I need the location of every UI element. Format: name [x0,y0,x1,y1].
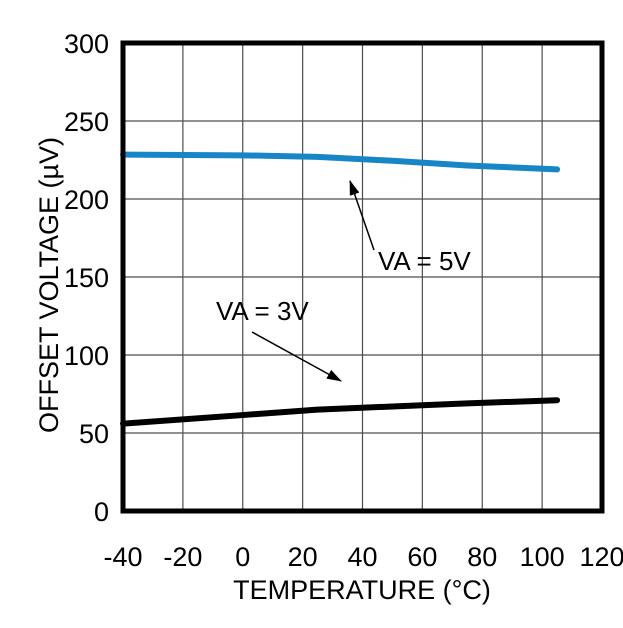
annotation-label: VA = 5V [378,246,471,276]
annotation-label: VA = 3V [216,296,309,326]
series-group [120,151,561,427]
y-axis-title: OFFSET VOLTAGE (µV) [34,137,64,433]
x-tick-label: 100 [520,542,565,572]
annotations-group: VA = 5V VA = 3V [216,180,471,382]
y-tick-label: 50 [79,419,109,449]
x-tick-label: -20 [163,542,202,572]
x-tick-label: 120 [579,542,623,572]
plot-frame [120,40,605,514]
y-tick-label: 300 [64,29,109,59]
series-line-2 [120,397,561,427]
y-tick-label: 150 [64,263,109,293]
frame-group [120,40,605,514]
gridlines-group [123,43,602,511]
x-tick-label: 60 [407,542,437,572]
x-axis-title: TEMPERATURE (°C) [233,575,491,605]
annotation-arrow [251,331,342,382]
annotation-arrow [349,180,375,251]
tick-labels-group: -40 -20 0 20 40 60 80 100 120 0 50 100 150 200 250 300 [64,29,623,572]
x-tick-label: 20 [288,542,318,572]
y-tick-label: 200 [64,185,109,215]
x-tick-label: -40 [103,542,142,572]
y-tick-label: 250 [64,107,109,137]
x-tick-label: 0 [235,542,250,572]
y-tick-label: 100 [64,341,109,371]
y-tick-label: 0 [94,497,109,527]
series-line-1 [120,151,561,173]
x-tick-label: 40 [347,542,377,572]
x-tick-label: 80 [467,542,497,572]
